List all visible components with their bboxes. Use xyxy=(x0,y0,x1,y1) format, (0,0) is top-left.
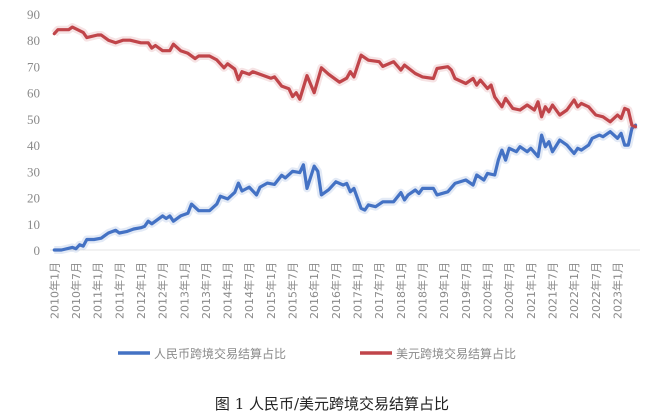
x-tick-label: 2017年1月 xyxy=(351,262,365,319)
legend-label-usd: 美元跨境交易结算占比 xyxy=(396,346,516,361)
figure-caption: 图 1 人民币/美元跨境交易结算占比 xyxy=(215,395,449,413)
y-tick-label: 60 xyxy=(27,86,40,101)
x-tick-label: 2016年7月 xyxy=(329,262,343,319)
y-tick-label: 10 xyxy=(27,217,40,232)
y-tick-label: 0 xyxy=(34,243,41,258)
x-tick-label: 2015年1月 xyxy=(264,262,278,319)
x-tick-label: 2013年7月 xyxy=(199,262,213,319)
x-tick-label: 2013年1月 xyxy=(177,262,191,319)
y-tick-label: 90 xyxy=(27,7,40,22)
x-tick-label: 2017年7月 xyxy=(372,262,386,319)
x-tick-label: 2018年1月 xyxy=(394,262,408,319)
x-tick-label: 2016年1月 xyxy=(307,262,321,319)
y-tick-label: 70 xyxy=(27,59,40,74)
x-tick-label: 2014年1月 xyxy=(221,262,235,319)
x-tick-label: 2021年1月 xyxy=(524,262,538,319)
x-tick-label: 2011年7月 xyxy=(112,262,126,319)
y-tick-label: 30 xyxy=(27,164,40,179)
series-line-rmb xyxy=(52,123,638,252)
x-tick-label: 2018年7月 xyxy=(416,262,430,319)
y-tick-label: 40 xyxy=(27,138,40,153)
x-tick-label: 2010年7月 xyxy=(69,262,83,319)
y-tick-label: 80 xyxy=(27,33,40,48)
y-axis-ticks: 0 10 20 30 40 50 60 70 80 90 xyxy=(27,7,40,258)
y-tick-label: 50 xyxy=(27,112,40,127)
legend: 人民币跨境交易结算占比 美元跨境交易结算占比 xyxy=(118,346,516,361)
x-tick-label: 2019年1月 xyxy=(437,262,451,319)
x-tick-label: 2014年7月 xyxy=(242,262,256,319)
x-tick-label: 2010年1月 xyxy=(47,262,61,319)
x-tick-label: 2019年7月 xyxy=(459,262,473,319)
x-tick-label: 2023年1月 xyxy=(610,262,624,319)
x-tick-label: 2022年1月 xyxy=(567,262,581,319)
x-tick-label: 2020年1月 xyxy=(481,262,495,319)
series-lines xyxy=(51,23,639,254)
x-tick-label: 2022年7月 xyxy=(589,262,603,319)
x-tick-label: 2021年7月 xyxy=(545,262,559,319)
x-tick-label: 2011年1月 xyxy=(91,262,105,319)
x-tick-label: 2015年7月 xyxy=(286,262,300,319)
y-tick-label: 20 xyxy=(27,191,40,206)
x-tick-label: 2012年1月 xyxy=(134,262,148,319)
x-axis-ticks: 2010年1月 2010年7月 2011年1月 2011年7月 2012年1月 2012年… xyxy=(47,262,624,319)
x-tick-label: 2020年7月 xyxy=(502,262,516,319)
x-tick-label: 2012年7月 xyxy=(156,262,170,319)
legend-label-rmb: 人民币跨境交易结算占比 xyxy=(154,346,286,361)
